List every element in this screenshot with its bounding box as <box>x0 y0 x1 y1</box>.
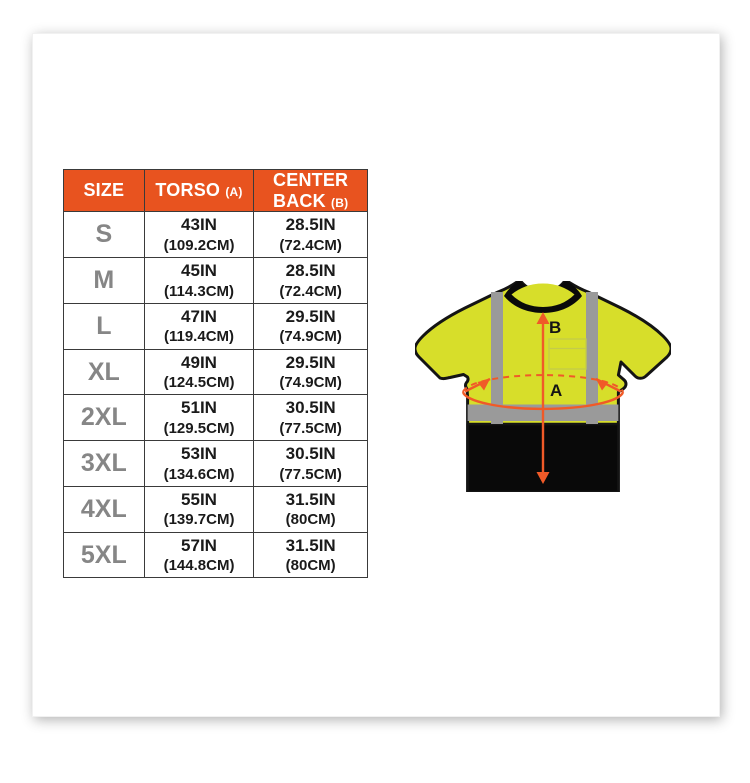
svg-text:B: B <box>549 318 561 337</box>
svg-text:A: A <box>550 381 562 400</box>
